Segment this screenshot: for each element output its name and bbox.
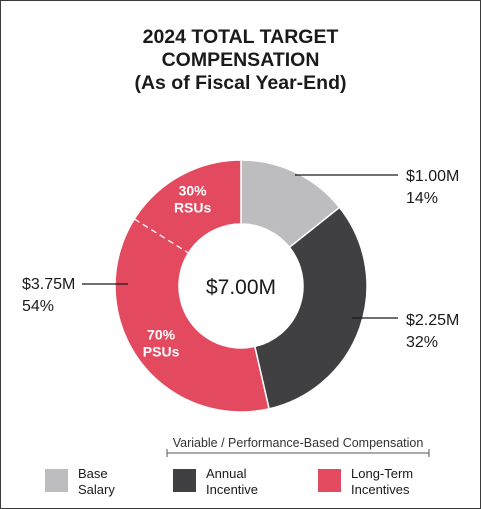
legend-label-line2: Salary bbox=[78, 482, 115, 497]
psu-percent-label: 70% bbox=[147, 327, 176, 343]
legend-label-line2: Incentives bbox=[351, 482, 410, 497]
psu-name-label: PSUs bbox=[143, 344, 180, 360]
variable-comp-bracket bbox=[166, 449, 430, 457]
ltip-percent-label: 54% bbox=[22, 298, 54, 315]
legend-label-line1: Base bbox=[78, 466, 108, 481]
rsu-psu-divider bbox=[133, 218, 189, 254]
rsu-name-label: RSUs bbox=[174, 199, 212, 215]
legend-item-long-term-incentives: Long-Term Incentives bbox=[318, 466, 413, 498]
legend-swatch-base-salary bbox=[45, 469, 68, 492]
legend-item-annual-incentive: Annual Incentive bbox=[173, 466, 258, 498]
donut-slices bbox=[114, 159, 368, 413]
base-salary-value-label: $1.00M bbox=[406, 168, 459, 185]
legend-item-base-salary: Base Salary bbox=[45, 466, 115, 498]
variable-comp-label: Variable / Performance-Based Compensatio… bbox=[172, 436, 424, 450]
total-center-label: $7.00M bbox=[206, 276, 276, 299]
legend-label-line1: Annual bbox=[206, 466, 247, 481]
rsu-percent-label: 30% bbox=[179, 182, 208, 198]
annual-incentive-value-label: $2.25M bbox=[406, 312, 459, 329]
ltip-slice bbox=[114, 159, 270, 413]
chart-title: 2024 TOTAL TARGET COMPENSATION (As of Fi… bbox=[0, 26, 481, 95]
legend-swatch-annual-incentive bbox=[173, 469, 196, 492]
base-salary-percent-label: 14% bbox=[406, 190, 438, 207]
ltip-value-label: $3.75M bbox=[22, 276, 75, 293]
title-line-3: (As of Fiscal Year-End) bbox=[134, 72, 347, 94]
title-line-2: COMPENSATION bbox=[161, 49, 320, 71]
legend-swatch-long-term-incentives bbox=[318, 469, 341, 492]
title-line-1: 2024 TOTAL TARGET bbox=[142, 26, 339, 48]
annual-incentive-percent-label: 32% bbox=[406, 334, 438, 351]
annual-incentive-slice bbox=[253, 206, 368, 410]
legend-label-line2: Incentive bbox=[206, 482, 259, 497]
legend-label-line1: Long-Term bbox=[351, 466, 414, 481]
